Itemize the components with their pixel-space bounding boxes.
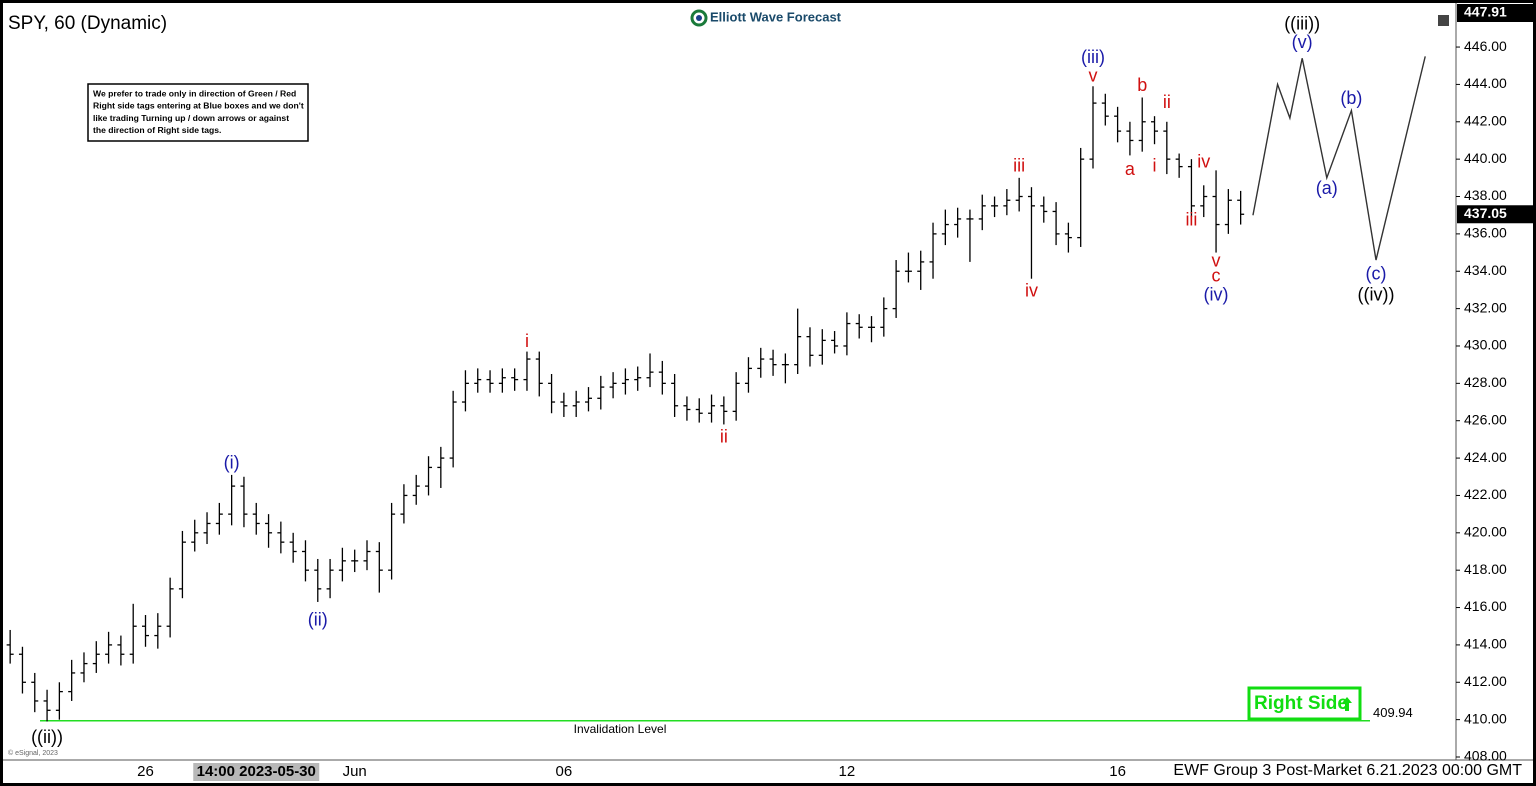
invalidation-label: Invalidation Level [574,722,667,736]
wave-label: ii [720,426,728,446]
note-box [87,83,309,142]
wave-label: iv [1025,281,1038,301]
crosshair-label-bg [193,763,320,781]
right-side-box: Right Side [1247,686,1362,721]
wave-label: (b) [1340,88,1362,108]
wave-label: ii [1163,92,1171,112]
x-tick-label: 26 [137,763,154,780]
y-tick-label: 444.00 [1464,75,1507,91]
wave-label: ((ii)) [31,727,63,747]
wave-label: ((iv)) [1358,284,1395,304]
wave-label: (c) [1366,264,1387,284]
x-tick-label: 14:00 2023-05-30 [197,763,316,780]
high-price-tag-label: 447.91 [1464,4,1507,20]
y-tick-label: 442.00 [1464,112,1507,128]
last-price-tag-label: 437.05 [1464,205,1507,221]
y-tick-label: 424.00 [1464,449,1507,465]
note-line: like trading Turning up / down arrows or… [93,113,289,123]
projection-line [1252,56,1426,261]
y-tick-label: 418.00 [1464,561,1507,577]
watermark: Elliott Wave Forecast [710,9,842,24]
high-price-tag [1457,4,1533,22]
last-price-tag [1457,205,1533,224]
y-tick-label: 430.00 [1464,337,1507,353]
y-tick-label: 432.00 [1464,299,1507,315]
wave-label: ((iii)) [1284,13,1320,33]
wave-label: (iv) [1204,284,1229,304]
footer: EWF Group 3 Post-Market 6.21.2023 00:00 … [1173,762,1522,779]
chart-title: SPY, 60 (Dynamic) [8,13,167,34]
wave-label: i [525,331,529,351]
note-line: We prefer to trade only in direction of … [93,88,296,98]
y-tick-label: 414.00 [1464,636,1507,652]
wave-label: a [1125,159,1136,179]
y-tick-label: 440.00 [1464,150,1507,166]
y-tick-label: 416.00 [1464,598,1507,614]
right-side-label: Right Side [1254,693,1348,714]
note-line: Right side tags entering at Blue boxes a… [93,101,304,111]
y-tick-label: 436.00 [1464,225,1507,241]
y-tick-label: 426.00 [1464,411,1507,427]
wave-label: b [1137,75,1147,95]
wave-label: (a) [1316,178,1338,198]
wave-label: i [1153,155,1157,175]
x-tick-label: 06 [556,763,573,780]
wave-label: (iii) [1081,47,1105,67]
up-arrow [1342,697,1352,711]
x-tick-label: 12 [839,763,856,780]
y-tick-label: 412.00 [1464,673,1507,689]
y-tick-label: 408.00 [1464,748,1507,764]
wave-label: (ii) [308,609,328,629]
wave-label: (i) [224,452,240,472]
window-icon [1438,15,1449,26]
wave-label: iv [1197,152,1210,172]
invalidation-value: 409.94 [1373,705,1413,720]
logo: Elliott Wave Forecast [690,9,842,27]
note-line: the direction of Right side tags. [93,125,221,135]
y-tick-label: 422.00 [1464,486,1507,502]
wave-label: v [1089,66,1098,86]
wave-label: c [1212,266,1221,286]
copyright: © eSignal, 2023 [8,749,58,757]
wave-label: (v) [1292,32,1313,52]
wave-label: v [1212,251,1221,271]
x-tick-label: Jun [343,763,367,780]
y-tick-label: 428.00 [1464,374,1507,390]
y-tick-label: 434.00 [1464,262,1507,278]
y-tick-label: 446.00 [1464,38,1507,54]
wave-label: iii [1013,155,1025,175]
y-tick-label: 410.00 [1464,710,1507,726]
x-tick-label: 16 [1109,763,1126,780]
y-tick-label: 438.00 [1464,187,1507,203]
y-tick-label: 420.00 [1464,524,1507,540]
wave-label: iii [1185,210,1197,230]
